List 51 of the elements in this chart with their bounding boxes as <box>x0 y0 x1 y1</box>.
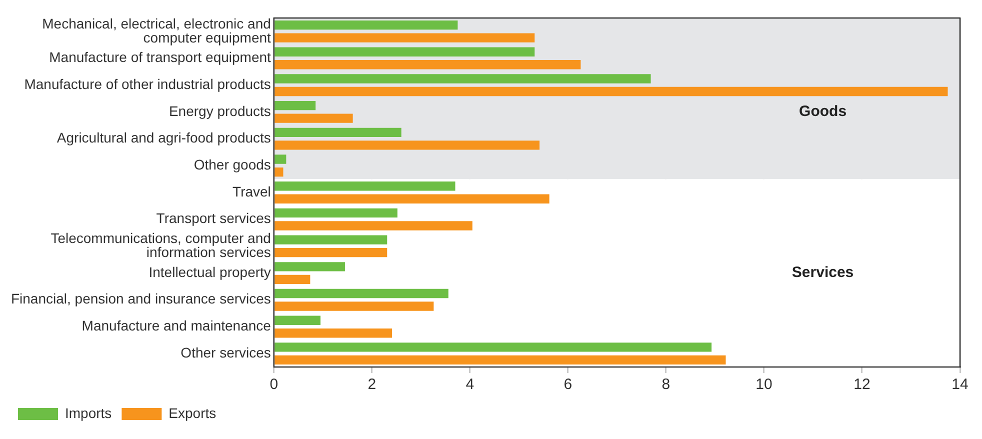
x-tick-label: 0 <box>270 376 278 394</box>
bar <box>274 316 320 325</box>
y-tick-label: Travel <box>232 183 271 200</box>
bar <box>274 154 286 164</box>
bar <box>274 274 310 284</box>
x-tick-label: 4 <box>466 376 474 394</box>
y-tick-label: Transport services <box>156 210 271 226</box>
bar <box>274 114 353 123</box>
bar <box>274 47 535 56</box>
x-tick-label: 8 <box>662 376 670 394</box>
bar <box>274 182 456 191</box>
legend-label: Exports <box>168 404 216 421</box>
bar <box>274 262 345 272</box>
bar <box>274 33 535 42</box>
x-tick-label: 14 <box>952 376 968 394</box>
y-tick-label: Telecommunications, computer and information services <box>50 230 271 260</box>
bar <box>274 100 316 110</box>
bar <box>274 74 651 84</box>
band-label: Services <box>792 264 854 282</box>
x-tick-label: 2 <box>368 376 376 394</box>
bar <box>274 20 458 30</box>
bar <box>274 235 388 244</box>
y-tick-label: Agricultural and agri-food products <box>56 130 271 146</box>
bar <box>274 60 581 70</box>
y-tick-label: Mechanical, electrical, electronic and computer equipment <box>42 15 272 46</box>
bar <box>274 167 284 177</box>
x-tick-label: 6 <box>564 376 572 394</box>
band-label: Goods <box>799 103 847 120</box>
y-tick-label: Manufacture of transport equipment <box>49 49 272 66</box>
bar <box>274 221 472 230</box>
y-tick-label: Other services <box>180 344 271 360</box>
y-tick-label: Manufacture of other industrial products <box>24 76 271 92</box>
x-tick-label: 10 <box>756 376 772 394</box>
bar <box>274 208 398 218</box>
bar <box>274 248 388 258</box>
y-tick-label: Energy products <box>168 102 271 119</box>
bar <box>274 194 550 204</box>
y-tick-label: Manufacture and maintenance <box>82 318 272 334</box>
bar <box>274 140 540 150</box>
bar <box>274 128 402 138</box>
bar <box>274 355 726 365</box>
y-tick-label: Financial, pension and insurance services <box>10 290 271 307</box>
y-tick-label: Other goods <box>194 156 271 173</box>
y-tick-label: Intellectual property <box>148 264 271 280</box>
bar <box>274 86 948 96</box>
bar <box>274 302 434 311</box>
x-tick-label: 12 <box>854 376 870 394</box>
bar <box>274 328 392 338</box>
bar <box>274 342 712 352</box>
bar <box>274 288 448 298</box>
legend-label: Imports <box>65 404 112 421</box>
